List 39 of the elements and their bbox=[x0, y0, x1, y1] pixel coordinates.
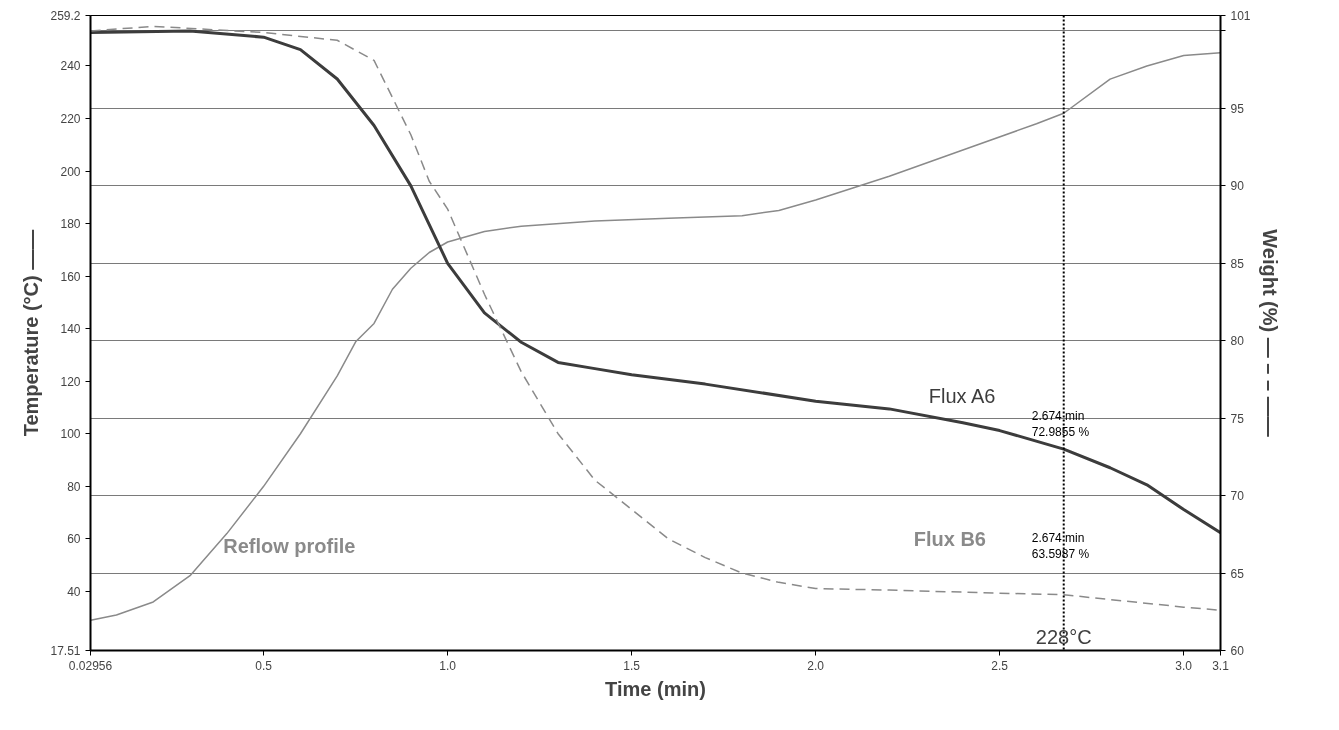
x-tick-label: 2.0 bbox=[807, 658, 825, 673]
y-tick-label: 259.2 bbox=[50, 9, 81, 23]
y2-tick-label: 75 bbox=[1230, 411, 1245, 426]
y-tick-label: 80 bbox=[67, 479, 81, 494]
x-axis-title: Time (min) bbox=[605, 677, 706, 700]
y2-tick-label: 101 bbox=[1230, 9, 1251, 23]
y-tick-label: 160 bbox=[60, 269, 81, 284]
series-label: Flux A6 bbox=[928, 385, 996, 408]
x-tick-label: 1.0 bbox=[439, 658, 457, 673]
y-tick-label: 120 bbox=[60, 374, 81, 389]
y-tick-label: 60 bbox=[67, 532, 81, 547]
x-tick-label: 3.1 bbox=[1212, 658, 1230, 673]
y2-tick-label: 80 bbox=[1230, 334, 1245, 349]
x-tick-label: 0.02956 bbox=[68, 658, 113, 673]
y-tick-label: 140 bbox=[60, 322, 81, 337]
y2-tick-label: 85 bbox=[1230, 256, 1245, 271]
x-tick-label: 2.5 bbox=[991, 658, 1009, 673]
y-tick-label: 200 bbox=[60, 164, 81, 179]
y-tick-label: 100 bbox=[60, 427, 81, 442]
y2-tick-label: 70 bbox=[1230, 489, 1245, 504]
text: Flux B6 bbox=[913, 527, 986, 550]
y2-tick-label: 90 bbox=[1230, 179, 1245, 194]
x-tick-label: 1.5 bbox=[623, 658, 641, 673]
y-axis-title: Temperature (°C) —— bbox=[20, 229, 43, 437]
y-tick-label: 40 bbox=[67, 584, 81, 599]
y2-axis-title: Weight (%) — – – —— bbox=[1258, 229, 1281, 437]
y-tick-label: 17.51 bbox=[50, 644, 81, 658]
y2-tick-label: 60 bbox=[1230, 644, 1245, 658]
series-label: Reflow profile bbox=[223, 534, 356, 557]
y2-tick-label: 65 bbox=[1230, 566, 1245, 581]
y-tick-label: 240 bbox=[60, 59, 81, 74]
y2-tick-label: 95 bbox=[1230, 101, 1245, 116]
ref-line-label: 228°C bbox=[1035, 625, 1092, 648]
x-tick-label: 3.0 bbox=[1175, 658, 1193, 673]
y-tick-label: 220 bbox=[60, 111, 81, 126]
y-tick-label: 180 bbox=[60, 217, 81, 232]
annotation: 2.674 min 63.5987 % bbox=[1031, 530, 1090, 561]
annotation: 2.674 min 72.9855 % bbox=[1031, 409, 1090, 440]
x-tick-label: 0.5 bbox=[255, 658, 273, 673]
